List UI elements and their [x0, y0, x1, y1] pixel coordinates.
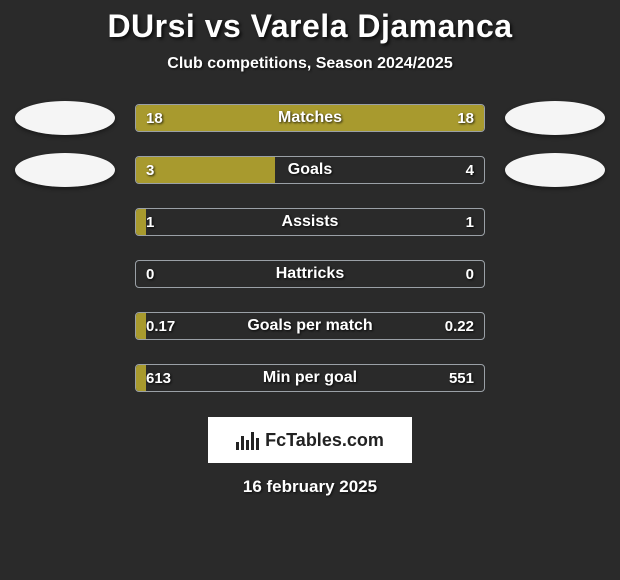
team-logo-slot-left	[15, 309, 115, 343]
stat-label: Goals per match	[136, 317, 484, 335]
stat-rows: 1818Matches34Goals11Assists00Hattricks0.…	[0, 101, 620, 395]
stat-bar: 1 1Assists	[135, 208, 485, 236]
bar-fill-left	[136, 313, 146, 339]
team-logo-slot-left	[15, 257, 115, 291]
stat-bar: 0 0Hattricks	[135, 260, 485, 288]
bars-icon	[236, 430, 259, 450]
team-logo-slot-right	[505, 101, 605, 135]
stat-row: 34Goals	[0, 153, 620, 187]
stat-row: 613 551Min per goal	[0, 361, 620, 395]
stat-value-right: 18	[457, 110, 474, 127]
team-logo-right	[505, 153, 605, 187]
stat-value-left: 3	[146, 162, 154, 179]
team-logo-left	[15, 153, 115, 187]
team-logo-slot-right	[505, 257, 605, 291]
stat-value-left: 18	[146, 110, 163, 127]
stat-label: Min per goal	[136, 369, 484, 387]
team-logo-slot-right	[505, 205, 605, 239]
bar-fill-left	[136, 365, 146, 391]
stat-row: 0.17 0.22Goals per match	[0, 309, 620, 343]
stat-bar: 0.17 0.22Goals per match	[135, 312, 485, 340]
team-logo-left	[15, 101, 115, 135]
date-label: 16 february 2025	[0, 477, 620, 497]
stat-bar: 1818Matches	[135, 104, 485, 132]
stat-bar: 34Goals	[135, 156, 485, 184]
team-logo-slot-left	[15, 101, 115, 135]
team-logo-slot-left	[15, 205, 115, 239]
stat-value-right: 0	[466, 266, 474, 283]
stat-value-left: 1	[146, 214, 154, 231]
stat-value-left: 0.17	[146, 318, 175, 335]
stat-value-left: 0	[146, 266, 154, 283]
team-logo-slot-left	[15, 153, 115, 187]
stat-row: 0 0Hattricks	[0, 257, 620, 291]
team-logo-right	[505, 101, 605, 135]
team-logo-slot-left	[15, 361, 115, 395]
comparison-infographic: DUrsi vs Varela Djamanca Club competitio…	[0, 0, 620, 497]
stat-value-right: 551	[449, 370, 474, 387]
stat-row: 1818Matches	[0, 101, 620, 135]
stat-value-right: 0.22	[445, 318, 474, 335]
bar-fill-left	[136, 157, 275, 183]
team-logo-slot-right	[505, 361, 605, 395]
brand-text: FcTables.com	[265, 430, 384, 451]
bar-fill-left	[136, 209, 146, 235]
stat-label: Hattricks	[136, 265, 484, 283]
stat-value-left: 613	[146, 370, 171, 387]
brand-badge: FcTables.com	[208, 417, 412, 463]
stat-value-right: 4	[466, 162, 474, 179]
stat-row: 1 1Assists	[0, 205, 620, 239]
team-logo-slot-right	[505, 309, 605, 343]
team-logo-slot-right	[505, 153, 605, 187]
page-subtitle: Club competitions, Season 2024/2025	[0, 55, 620, 73]
stat-value-right: 1	[466, 214, 474, 231]
stat-bar: 613 551Min per goal	[135, 364, 485, 392]
stat-label: Assists	[136, 213, 484, 231]
page-title: DUrsi vs Varela Djamanca	[0, 8, 620, 45]
